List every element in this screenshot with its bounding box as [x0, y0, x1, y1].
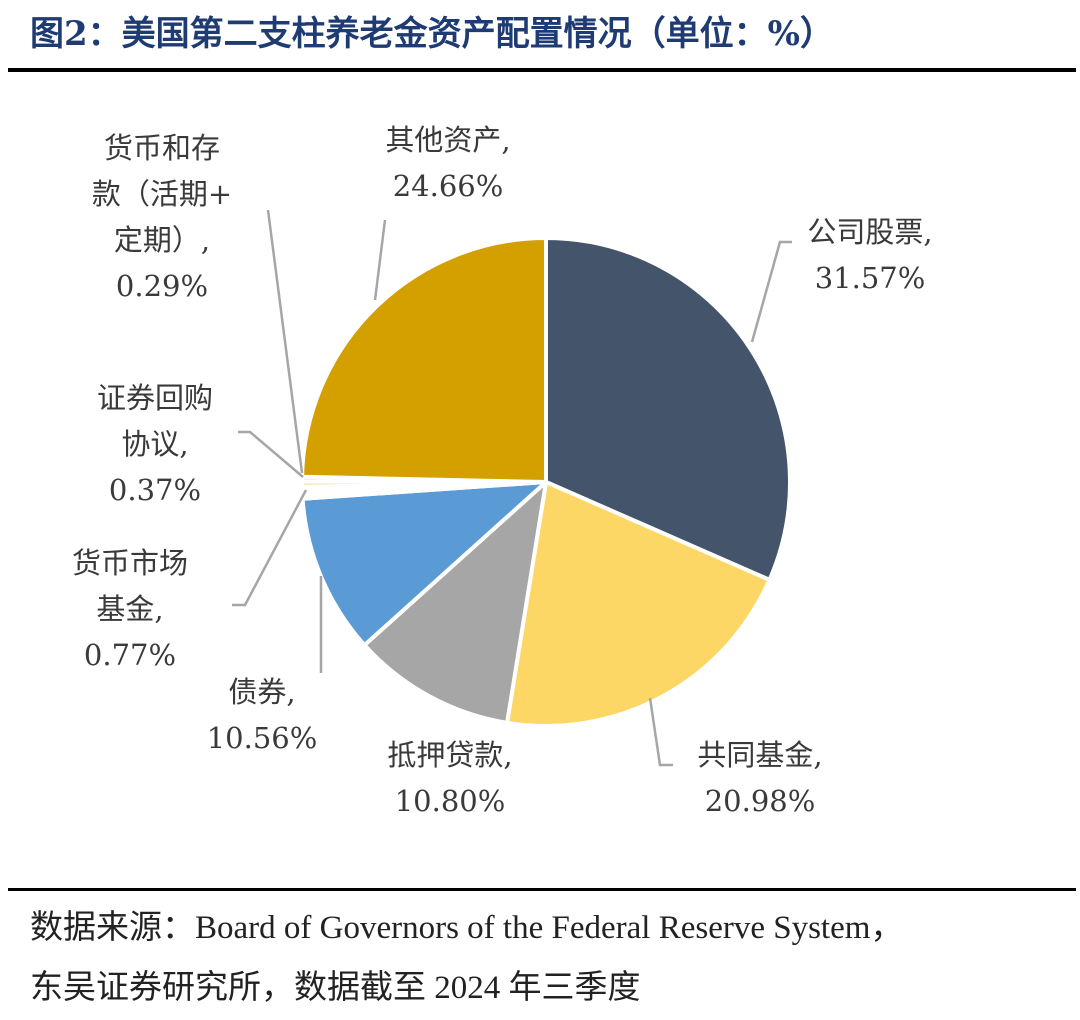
slice-label: 公司股票, 31.57%: [807, 215, 932, 295]
leader-line: [232, 489, 308, 607]
slice-label: 抵押贷款, 10.80%: [387, 738, 512, 818]
leader-line: [648, 697, 673, 767]
leader-line: [373, 219, 387, 301]
bottom-divider: [8, 888, 1076, 891]
slice-label: 其他资产, 24.66%: [385, 123, 510, 203]
leader-line: [238, 430, 304, 478]
source-note-continued: 东吴证券研究所，数据截至 2024 年三季度: [30, 970, 641, 1006]
pie-slice: [362, 480, 548, 725]
slice-label: 货币和存款（活期+定期）, 0.29%: [92, 131, 232, 303]
pie-slice: [505, 480, 772, 728]
slice-label: 货币市场基金, 0.77%: [72, 546, 188, 672]
slice-label: 证券回购协议, 0.37%: [97, 381, 213, 507]
leader-line: [750, 240, 792, 343]
pie-chart: 公司股票, 31.57% 共同基金, 20.98% 抵押贷款, 10.80% 债券, 10.5…: [72, 123, 933, 818]
pie-slice: [544, 236, 792, 582]
source-note: 数据来源：Board of Governors of the Federal R…: [30, 910, 904, 946]
leader-line: [266, 209, 304, 474]
pie-slice: [300, 236, 548, 484]
top-divider: [8, 68, 1076, 72]
slice-label: 债券, 10.56%: [207, 675, 318, 755]
slice-label: 共同基金, 20.98%: [697, 738, 822, 818]
chart-title: 图2：美国第二支柱养老金资产配置情况（单位：%）: [30, 14, 834, 54]
